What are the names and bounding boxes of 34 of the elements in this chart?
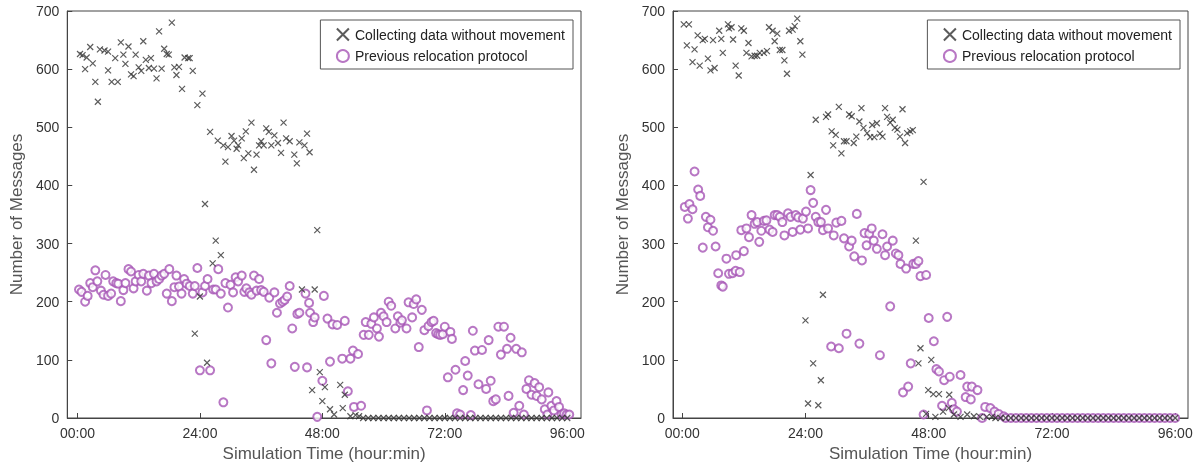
legend-label: Collecting data without movement	[961, 26, 1173, 43]
y-axis-title: Number of Messages	[612, 133, 632, 296]
y-tick-label: 500	[641, 119, 666, 136]
y-tick-label: 600	[641, 61, 666, 78]
x-tick-label: 00:00	[59, 425, 96, 441]
x-tick-label: 48:00	[304, 425, 341, 441]
y-tick-label: 200	[641, 293, 666, 310]
y-axis-title: Number of Messages	[7, 133, 26, 296]
x-tick-label: 96:00	[549, 425, 585, 441]
y-tick-label: 600	[35, 61, 60, 78]
y-tick-label: 400	[35, 177, 60, 194]
y-tick-label: 200	[35, 293, 60, 310]
x-tick-label: 48:00	[911, 425, 947, 441]
x-tick-label: 00:00	[664, 425, 700, 441]
x-axis-title: Simulation Time (hour:min)	[222, 443, 426, 463]
x-tick-label: 24:00	[787, 425, 824, 441]
x-tick-label: 96:00	[1157, 425, 1193, 441]
y-tick-label: 100	[35, 351, 60, 368]
y-tick-label: 0	[657, 410, 666, 426]
legend-label: Previous relocation protocol	[354, 48, 528, 64]
y-tick-label: 300	[641, 235, 666, 252]
y-tick-label: 300	[35, 235, 60, 252]
y-tick-label: 100	[641, 351, 666, 368]
y-tick-label: 700	[641, 3, 666, 19]
y-tick-label: 700	[35, 3, 60, 19]
y-tick-label: 500	[35, 119, 60, 136]
y-tick-label: 0	[51, 410, 60, 426]
x-tick-label: 72:00	[427, 425, 463, 441]
x-axis-title: Simulation Time (hour:min)	[828, 443, 1033, 463]
y-tick-label: 400	[641, 177, 666, 194]
x-tick-label: 24:00	[182, 425, 218, 441]
legend-label: Collecting data without movement	[354, 26, 566, 43]
x-tick-label: 72:00	[1034, 425, 1070, 441]
legend-label: Previous relocation protocol	[961, 48, 1135, 64]
